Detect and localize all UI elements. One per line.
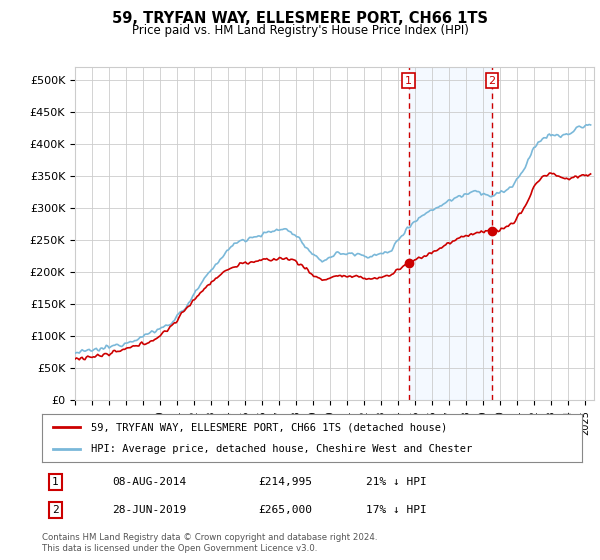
Text: 1: 1	[52, 477, 59, 487]
Text: £265,000: £265,000	[258, 505, 312, 515]
Text: Contains HM Land Registry data © Crown copyright and database right 2024.: Contains HM Land Registry data © Crown c…	[42, 533, 377, 542]
Text: Price paid vs. HM Land Registry's House Price Index (HPI): Price paid vs. HM Land Registry's House …	[131, 24, 469, 37]
Text: This data is licensed under the Open Government Licence v3.0.: This data is licensed under the Open Gov…	[42, 544, 317, 553]
Text: HPI: Average price, detached house, Cheshire West and Chester: HPI: Average price, detached house, Ches…	[91, 444, 472, 454]
Text: 59, TRYFAN WAY, ELLESMERE PORT, CH66 1TS (detached house): 59, TRYFAN WAY, ELLESMERE PORT, CH66 1TS…	[91, 422, 447, 432]
Bar	[409, 67, 492, 400]
Text: 2: 2	[52, 505, 59, 515]
Text: £214,995: £214,995	[258, 477, 312, 487]
Text: 21% ↓ HPI: 21% ↓ HPI	[366, 477, 427, 487]
Text: 1: 1	[405, 76, 412, 86]
Text: 17% ↓ HPI: 17% ↓ HPI	[366, 505, 427, 515]
Text: 08-AUG-2014: 08-AUG-2014	[112, 477, 187, 487]
Text: 59, TRYFAN WAY, ELLESMERE PORT, CH66 1TS: 59, TRYFAN WAY, ELLESMERE PORT, CH66 1TS	[112, 11, 488, 26]
Text: 28-JUN-2019: 28-JUN-2019	[112, 505, 187, 515]
Text: 2: 2	[488, 76, 496, 86]
